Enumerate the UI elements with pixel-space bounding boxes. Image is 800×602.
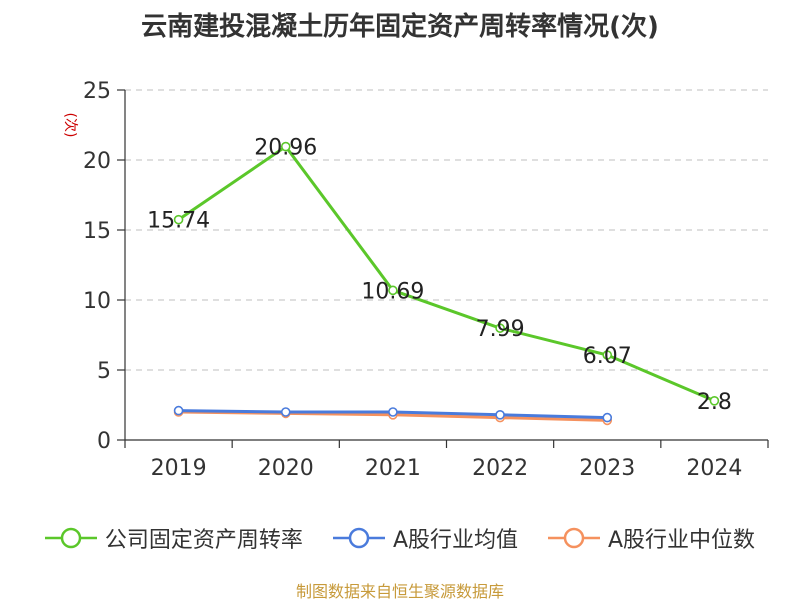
data-point — [602, 350, 613, 360]
data-point — [495, 409, 505, 420]
series-0: 15.74 20.96 10.69 7.99 6.07 2.8 — [147, 136, 732, 415]
data-point — [495, 323, 505, 333]
data-label: 2.8 — [697, 390, 732, 415]
data-label: 10.69 — [361, 279, 424, 304]
legend-label: 公司固定资产周转率 — [104, 528, 303, 553]
data-label: 15.74 — [147, 209, 210, 234]
data-label: 6.07 — [583, 344, 632, 369]
legend: 公司固定资产周转率 A股行业均值 A股行业中位数 — [0, 518, 800, 558]
x-tick-label: 2023 — [579, 456, 635, 481]
data-point — [388, 285, 398, 296]
data-source-note: 制图数据来自恒生聚源数据库 — [295, 582, 504, 601]
legend-marker-icon — [332, 527, 385, 549]
data-point — [280, 141, 291, 152]
x-tick-label: 2024 — [686, 456, 742, 481]
legend-marker-icon — [44, 527, 97, 549]
data-point — [388, 407, 398, 417]
y-tick-label: 20 — [83, 149, 111, 174]
legend-item[interactable]: 公司固定资产周转率 — [44, 522, 303, 554]
legend-label: A股行业中位数 — [608, 528, 756, 553]
legend-item[interactable]: A股行业均值 — [332, 522, 518, 554]
legend-item[interactable]: A股行业中位数 — [548, 522, 755, 554]
x-tick-label: 2019 — [151, 456, 207, 481]
data-label: 7.99 — [476, 317, 525, 342]
x-tick-label: 2022 — [472, 456, 528, 481]
y-tick-label: 5 — [97, 359, 111, 384]
series-line — [177, 144, 716, 403]
x-tick-label: 2021 — [365, 456, 421, 481]
data-point — [173, 214, 184, 225]
data-point — [602, 412, 613, 423]
y-axis-label: (次) — [62, 113, 78, 138]
data-label: 20.96 — [254, 136, 317, 161]
legend-marker-icon — [548, 527, 600, 549]
y-tick-label: 15 — [83, 219, 111, 244]
data-point — [280, 407, 291, 417]
x-tick-label: 2020 — [258, 456, 314, 481]
y-tick-label: 0 — [97, 429, 111, 454]
series-1 — [173, 405, 613, 423]
data-point — [709, 395, 720, 406]
data-point — [173, 405, 184, 416]
y-tick-label: 25 — [83, 79, 111, 104]
chart-title: 云南建投混凝土历年固定资产周转率情况(次) — [141, 12, 659, 42]
legend-label: A股行业均值 — [392, 528, 518, 553]
y-tick-label: 10 — [83, 289, 111, 314]
